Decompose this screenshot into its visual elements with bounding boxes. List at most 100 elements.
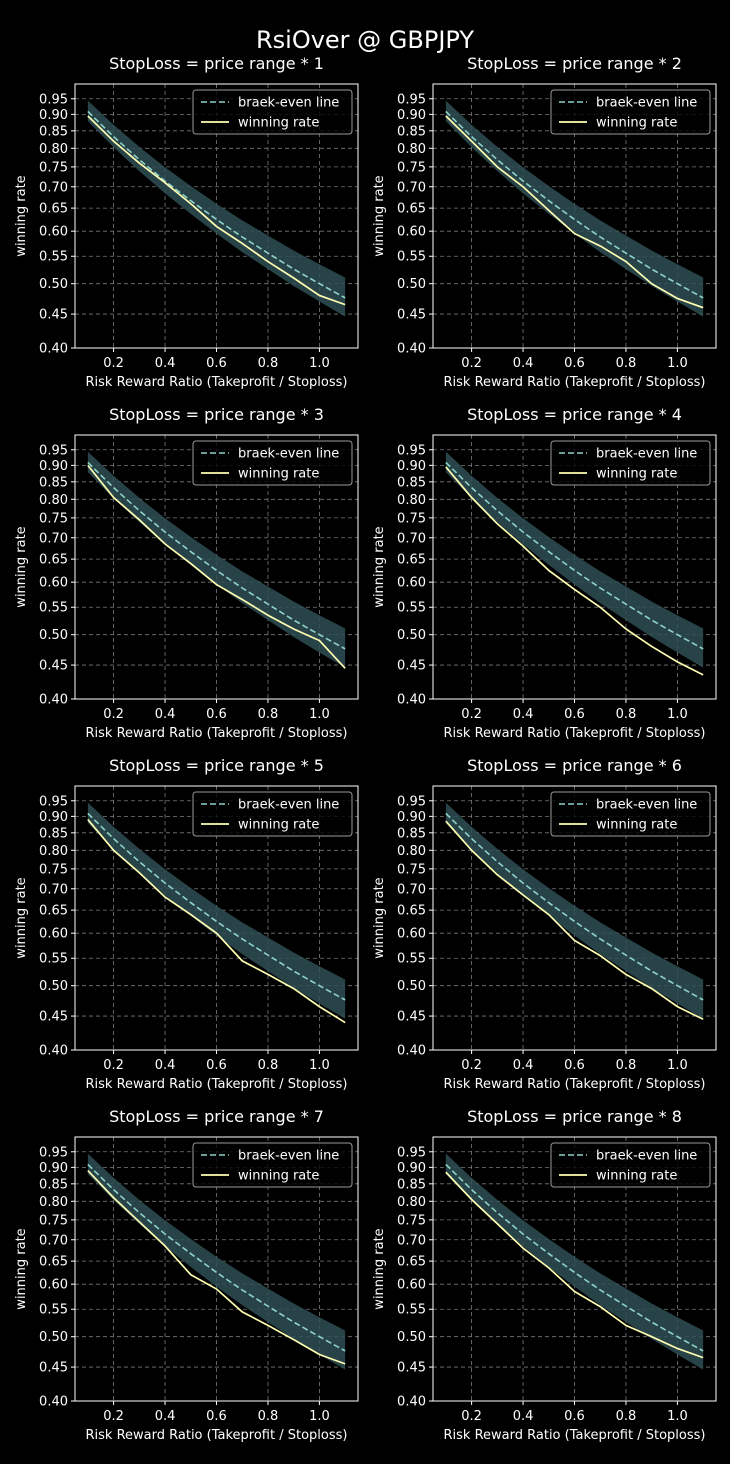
y-tick-label: 0.50 — [397, 277, 426, 292]
winning-rate-line — [87, 1169, 346, 1365]
breakeven-band — [87, 1153, 346, 1370]
x-tick-label: 0.6 — [564, 707, 585, 722]
y-axis-label: winning rate — [372, 1228, 387, 1309]
y-tick-label: 0.55 — [397, 250, 426, 265]
x-tick-label: 0.4 — [155, 1058, 176, 1073]
legend-box — [192, 89, 353, 135]
y-tick-label: 0.45 — [397, 308, 426, 323]
x-tick-label: 0.6 — [564, 1058, 585, 1073]
x-tick-label: 0.2 — [461, 1058, 482, 1073]
x-tick-label: 0.4 — [513, 1409, 534, 1424]
y-tick-label: 0.75 — [39, 862, 68, 877]
legend-breakeven-label: braek-even line — [596, 1149, 697, 1164]
legend-breakeven-label: braek-even line — [596, 96, 697, 111]
x-tick-label: 0.8 — [258, 356, 279, 371]
y-tick-label: 0.60 — [397, 1278, 426, 1293]
y-tick-label: 0.45 — [39, 1010, 68, 1025]
legend-box — [550, 89, 711, 135]
legend-winrate-label: winning rate — [596, 818, 677, 833]
x-axis-label: Risk Reward Ratio (Takeprofit / Stoploss… — [86, 375, 348, 390]
y-tick-label: 0.55 — [39, 952, 68, 967]
y-tick-label: 0.95 — [397, 443, 426, 458]
chart-title: StopLoss = price range * 6 — [467, 756, 682, 775]
y-tick-label: 0.80 — [39, 493, 68, 508]
y-tick-label: 0.75 — [397, 862, 426, 877]
y-tick-label: 0.40 — [397, 342, 426, 357]
y-tick-label: 0.65 — [397, 553, 426, 568]
x-tick-label: 0.8 — [258, 1058, 279, 1073]
breakeven-line — [87, 1163, 346, 1352]
breakeven-line — [445, 1163, 704, 1352]
y-axis-label: winning rate — [14, 1228, 29, 1309]
x-tick-label: 0.6 — [206, 707, 227, 722]
y-tick-label: 0.90 — [39, 108, 68, 123]
chart-panel-4: 0.40 0.45 0.50 0.55 0.60 0.65 0.70 0.75 0.80 0.85… — [372, 405, 717, 741]
y-tick-label: 0.40 — [397, 693, 426, 708]
legend-box — [192, 1142, 353, 1188]
y-tick-label: 0.95 — [39, 443, 68, 458]
y-axis-label: winning rate — [372, 526, 387, 607]
x-tick-label: 0.8 — [616, 356, 637, 371]
y-tick-label: 0.45 — [39, 659, 68, 674]
y-tick-label: 0.65 — [39, 904, 68, 919]
legend-box — [550, 1142, 711, 1188]
y-tick-label: 0.90 — [39, 810, 68, 825]
y-tick-label: 0.65 — [397, 904, 426, 919]
chart-title: StopLoss = price range * 7 — [109, 1107, 324, 1126]
y-tick-label: 0.40 — [397, 1395, 426, 1410]
winning-rate-line — [445, 1171, 704, 1359]
y-tick-label: 0.85 — [397, 1177, 426, 1192]
y-tick-label: 0.90 — [397, 810, 426, 825]
breakeven-line — [445, 461, 704, 650]
chart-title: StopLoss = price range * 8 — [467, 1107, 682, 1126]
y-tick-label: 0.60 — [397, 927, 426, 942]
chart-panel-2: 0.40 0.45 0.50 0.55 0.60 0.65 0.70 0.75 0.80 0.85… — [372, 54, 717, 390]
winning-rate-line — [87, 464, 346, 669]
chart-title: StopLoss = price range * 5 — [109, 756, 324, 775]
chart-panel-1: 0.40 0.45 0.50 0.55 0.60 0.65 0.70 0.75 0.80 0.85… — [14, 54, 359, 390]
y-tick-label: 0.85 — [397, 124, 426, 139]
x-tick-label: 0.4 — [513, 707, 534, 722]
legend: braek-even line winning rate — [550, 89, 711, 135]
chart-title: StopLoss = price range * 4 — [467, 405, 682, 424]
legend: braek-even line winning rate — [550, 440, 711, 486]
y-tick-label: 0.60 — [397, 576, 426, 591]
x-tick-label: 0.2 — [103, 1058, 124, 1073]
x-tick-label: 0.2 — [103, 356, 124, 371]
y-tick-label: 0.95 — [397, 1145, 426, 1160]
x-tick-label: 1.0 — [309, 356, 330, 371]
x-axis-label: Risk Reward Ratio (Takeprofit / Stoploss… — [444, 726, 706, 741]
x-axis-label: Risk Reward Ratio (Takeprofit / Stoploss… — [444, 1077, 706, 1092]
y-tick-label: 0.70 — [39, 882, 68, 897]
y-tick-label: 0.90 — [397, 459, 426, 474]
x-tick-label: 0.6 — [564, 356, 585, 371]
y-tick-label: 0.45 — [397, 659, 426, 674]
y-tick-label: 0.70 — [397, 180, 426, 195]
y-tick-label: 0.40 — [39, 342, 68, 357]
y-tick-label: 0.70 — [39, 1233, 68, 1248]
x-tick-label: 1.0 — [309, 1409, 330, 1424]
x-tick-label: 0.2 — [461, 707, 482, 722]
chart-title: StopLoss = price range * 3 — [109, 405, 324, 424]
y-tick-label: 0.60 — [39, 1278, 68, 1293]
breakeven-band — [445, 451, 704, 668]
y-tick-label: 0.80 — [39, 844, 68, 859]
y-tick-label: 0.95 — [39, 1145, 68, 1160]
y-tick-label: 0.85 — [39, 124, 68, 139]
y-tick-label: 0.80 — [397, 844, 426, 859]
x-tick-label: 1.0 — [667, 1058, 688, 1073]
x-tick-label: 0.2 — [461, 356, 482, 371]
legend-winrate-label: winning rate — [238, 116, 319, 131]
legend-winrate-label: winning rate — [238, 818, 319, 833]
y-tick-label: 0.85 — [39, 1177, 68, 1192]
breakeven-line — [445, 110, 704, 299]
y-tick-label: 0.70 — [397, 882, 426, 897]
y-tick-label: 0.50 — [397, 979, 426, 994]
chart-panel-8: 0.40 0.45 0.50 0.55 0.60 0.65 0.70 0.75 0.80 0.85… — [372, 1107, 717, 1443]
y-tick-label: 0.80 — [397, 1195, 426, 1210]
legend-box — [550, 440, 711, 486]
x-tick-label: 1.0 — [667, 707, 688, 722]
legend: braek-even line winning rate — [192, 791, 353, 837]
